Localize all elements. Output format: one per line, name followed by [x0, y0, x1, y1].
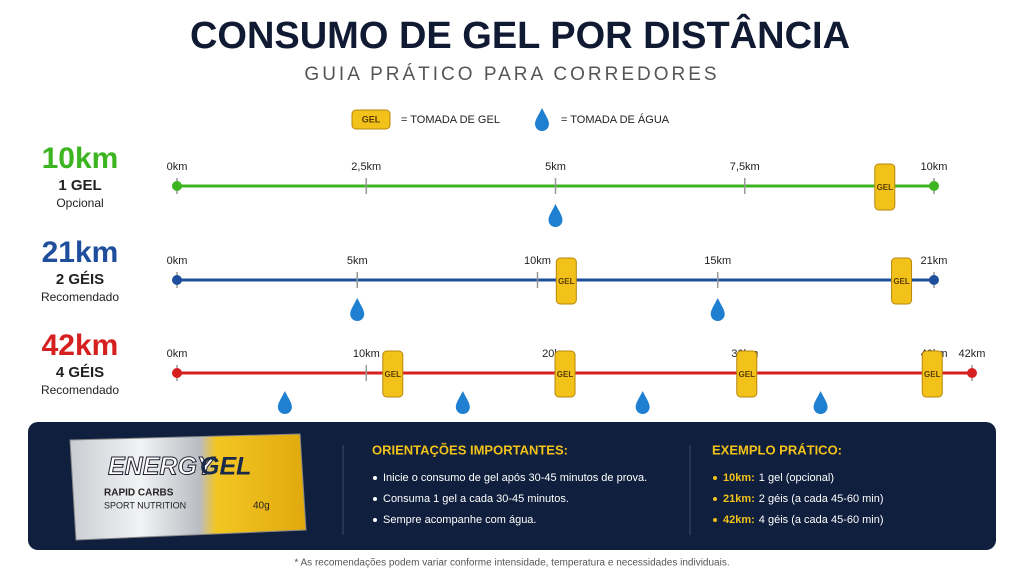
- gel-label: GEL: [893, 277, 910, 286]
- distance: 21km: [42, 236, 119, 269]
- pack-text: SPORT NUTRITION: [104, 500, 186, 510]
- guideline: Consuma 1 gel a cada 30-45 minutos.: [383, 493, 569, 505]
- example-key: 42km:: [723, 514, 755, 526]
- gel-label: GEL: [558, 277, 575, 286]
- example-key: 10km:: [723, 472, 755, 484]
- footnote: * As recomendações podem variar conforme…: [294, 558, 729, 569]
- endpoint: [967, 368, 977, 378]
- gel-label: GEL: [385, 370, 402, 379]
- tick-label: 21km: [921, 255, 948, 267]
- title: CONSUMO DE GEL POR DISTÂNCIA: [190, 13, 850, 57]
- example-key: 21km:: [723, 493, 755, 505]
- water-drop: [277, 391, 292, 415]
- timelines: 10km 1 GEL Opcional 0km 2,5km 5km 7,5km 10km GEL…: [41, 142, 986, 415]
- note: Recomendado: [41, 383, 119, 397]
- tick-label: 7,5km: [730, 161, 760, 173]
- bullet: [373, 476, 377, 480]
- gel-count: 1 GEL: [58, 177, 101, 194]
- bullet: [713, 518, 717, 522]
- gel-label: GEL: [924, 370, 941, 379]
- endpoint: [172, 275, 182, 285]
- tick-label: 10km: [353, 348, 380, 360]
- gel-count: 4 GÉIS: [56, 364, 104, 381]
- gel-count: 2 GÉIS: [56, 271, 104, 288]
- gel-pack: [874, 163, 896, 211]
- pack-brand: ENERGY: [108, 453, 216, 481]
- water-drop: [548, 204, 563, 228]
- gel-label: GEL: [739, 370, 756, 379]
- gel-pack: [921, 350, 943, 398]
- gel-label: GEL: [877, 183, 894, 192]
- gel-pack: [736, 350, 758, 398]
- tick-label: 10km: [921, 161, 948, 173]
- bullet: [713, 497, 717, 501]
- tick-label: 0km: [167, 348, 188, 360]
- note: Recomendado: [41, 290, 119, 304]
- tick-label: 0km: [167, 161, 188, 173]
- guideline: Sempre acompanhe com água.: [383, 514, 536, 526]
- example-title: EXEMPLO PRÁTICO:: [712, 442, 842, 457]
- example-text: 1 gel (opcional): [759, 472, 834, 484]
- example-item: 10km: 1 gel (opcional): [723, 472, 834, 484]
- bullet: [373, 497, 377, 501]
- example-text: 4 géis (a cada 45-60 min): [759, 514, 884, 526]
- subtitle: GUIA PRÁTICO PARA CORREDORES: [304, 64, 719, 85]
- tick-label: 42km: [959, 348, 986, 360]
- distance: 42km: [42, 329, 119, 362]
- water-drop: [455, 391, 470, 415]
- water-drop: [813, 391, 828, 415]
- bullet: [373, 518, 377, 522]
- tick-label: 15km: [704, 255, 731, 267]
- pack-brand: GEL: [200, 453, 251, 481]
- gel-label: GEL: [557, 370, 574, 379]
- guidelines-title: ORIENTAÇÕES IMPORTANTES:: [372, 442, 568, 457]
- tick-label: 0km: [167, 255, 188, 267]
- product-image: ENERGY GEL RAPID CARBS SPORT NUTRITION 4…: [69, 433, 307, 541]
- legend-water: = TOMADA DE ÁGUA: [561, 113, 670, 126]
- endpoint: [172, 181, 182, 191]
- pack-text: RAPID CARBS: [104, 488, 174, 499]
- legend: GEL = TOMADA DE GEL = TOMADA DE ÁGUA: [351, 108, 670, 131]
- endpoint: [929, 181, 939, 191]
- legend-gel: = TOMADA DE GEL: [401, 114, 500, 126]
- gel-icon: [351, 109, 391, 130]
- water-icon: [535, 108, 549, 131]
- tick-label: 5km: [347, 255, 368, 267]
- example-item: 42km: 4 géis (a cada 45-60 min): [723, 514, 884, 526]
- pack-weight: 40g: [253, 501, 270, 512]
- water-drop: [710, 298, 725, 321]
- note: Opcional: [56, 196, 103, 210]
- tick-label: 2,5km: [351, 161, 381, 173]
- gel-pack: [69, 433, 307, 541]
- gel-pack: [554, 350, 576, 398]
- example-item: 21km: 2 géis (a cada 45-60 min): [723, 493, 884, 505]
- tick-label: 5km: [545, 161, 566, 173]
- endpoint: [929, 275, 939, 285]
- gel-pack: [382, 350, 404, 398]
- water-drop: [635, 391, 650, 415]
- gel-pack: [555, 257, 577, 305]
- bullet: [713, 476, 717, 480]
- water-drop: [350, 298, 365, 321]
- gel-icon-label: GEL: [362, 114, 381, 124]
- guideline: Inicie o consumo de gel após 30-45 minut…: [383, 472, 647, 484]
- gel-pack: [891, 257, 913, 305]
- tick-label: 10km: [524, 255, 551, 267]
- endpoint: [172, 368, 182, 378]
- distance: 10km: [42, 142, 119, 175]
- example-text: 2 géis (a cada 45-60 min): [759, 493, 884, 505]
